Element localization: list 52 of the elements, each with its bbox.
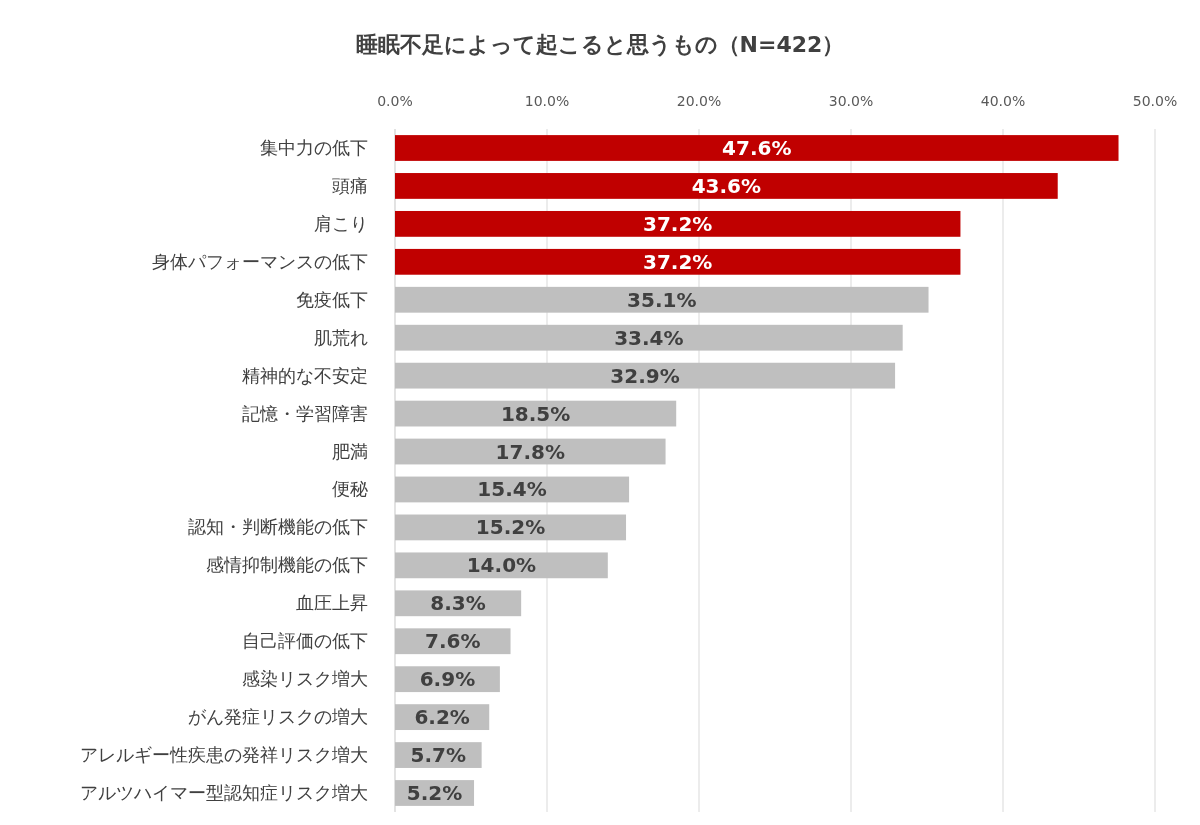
y-tick-label: 精神的な不安定	[242, 364, 368, 386]
bar	[395, 552, 608, 579]
data-label: 17.8%	[495, 439, 565, 464]
data-label: 6.2%	[414, 705, 470, 730]
bar	[395, 210, 961, 237]
y-tick-label: 肌荒れ	[314, 326, 368, 348]
y-tick-label: 免疫低下	[296, 288, 368, 310]
y-tick-label: 感染リスク増大	[242, 668, 368, 690]
bar	[395, 438, 666, 465]
y-tick-label: 身体パフォーマンスの低下	[152, 250, 368, 272]
data-label: 7.6%	[425, 629, 481, 654]
data-label: 37.2%	[643, 249, 713, 274]
y-tick-label: がん発症リスクの増大	[188, 706, 368, 728]
x-tick-label: 40.0%	[980, 93, 1026, 109]
data-label: 15.2%	[475, 515, 546, 540]
data-label: 18.5%	[500, 401, 571, 426]
y-tick-label: アルツハイマー型認知症リスク増大	[80, 782, 368, 803]
y-tick-label: 便秘	[332, 478, 368, 500]
y-tick-label: 自己評価の低下	[242, 630, 368, 652]
chart-title: 睡眠不足によって起こると思うもの（N=422）	[355, 32, 845, 57]
x-tick-label: 30.0%	[828, 93, 874, 109]
data-label: 8.3%	[430, 591, 486, 616]
x-tick-label: 10.0%	[524, 93, 570, 109]
bar	[395, 362, 896, 389]
y-tick-label: 感情抑制機能の低下	[206, 554, 368, 576]
y-tick-label: 記憶・学習障害	[242, 402, 368, 424]
data-label: 47.6%	[722, 136, 792, 160]
x-tick-label: 50.0%	[1132, 93, 1178, 109]
data-label: 15.4%	[477, 477, 547, 502]
data-label: 6.9%	[419, 667, 476, 692]
y-tick-label: アレルギー性疾患の発祥リスク増大	[80, 744, 368, 766]
data-label: 37.2%	[643, 211, 713, 236]
data-label: 33.4%	[614, 325, 684, 350]
x-tick-label: 0.0%	[377, 93, 413, 109]
bar	[395, 324, 903, 351]
y-tick-label: 頭痛	[332, 174, 368, 196]
data-label: 35.1%	[627, 287, 697, 312]
data-label: 32.9%	[610, 363, 680, 388]
x-tick-label: 20.0%	[676, 93, 722, 109]
bar	[395, 286, 929, 313]
bar	[395, 173, 1058, 199]
y-tick-label: 肩こり	[314, 212, 368, 234]
y-tick-label: 肥満	[332, 440, 368, 462]
bar	[395, 135, 1119, 161]
data-label: 43.6%	[691, 173, 762, 198]
y-tick-label: 血圧上昇	[296, 592, 368, 614]
data-label: 5.2%	[406, 781, 463, 805]
y-tick-label: 集中力の低下	[260, 137, 368, 158]
y-tick-label: 認知・判断機能の低下	[188, 516, 368, 538]
data-label: 5.7%	[410, 743, 467, 768]
bar	[395, 248, 961, 275]
data-label: 14.0%	[466, 553, 537, 578]
